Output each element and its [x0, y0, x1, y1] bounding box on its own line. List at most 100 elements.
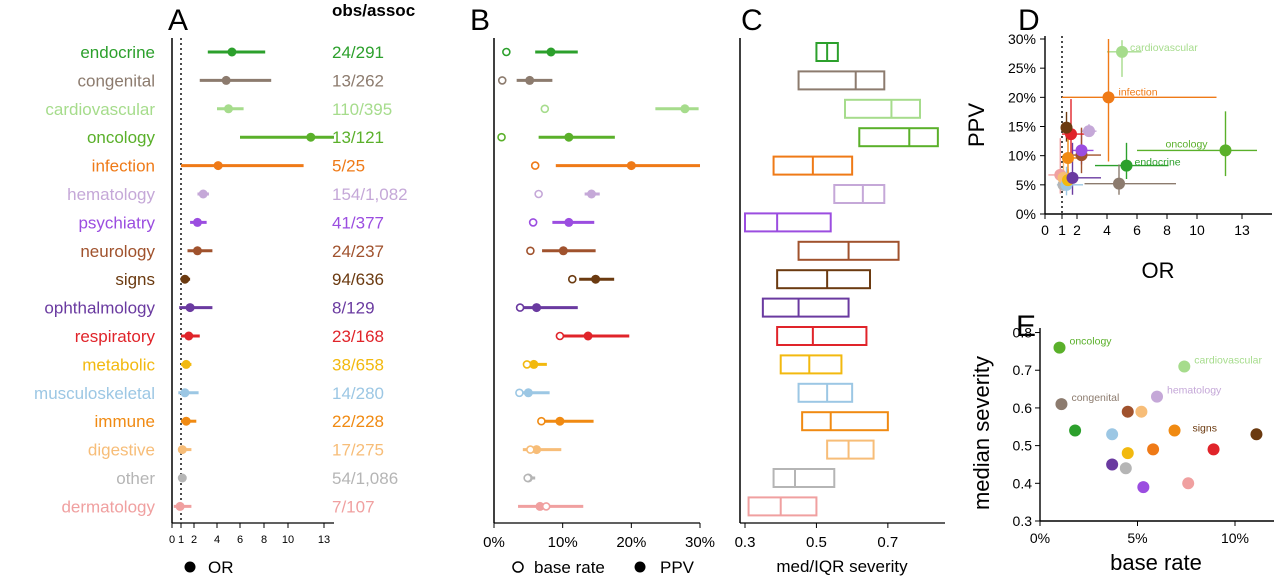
- ppv-point: [583, 331, 593, 341]
- tick-label-a: 1: [178, 534, 184, 546]
- ppv-point: [591, 274, 601, 284]
- tick-label-d-y: 30%: [1008, 31, 1036, 47]
- iqr-box: [772, 468, 836, 488]
- iqr-box: [801, 411, 889, 432]
- tick-label-d-y: 20%: [1008, 89, 1036, 105]
- or-point: [181, 359, 191, 369]
- category-label: endocrine: [80, 43, 155, 62]
- obs-assoc-value: 13/262: [332, 71, 384, 90]
- base-rate-point: [515, 388, 524, 398]
- or-point: [213, 161, 223, 171]
- base-rate-point: [522, 360, 532, 369]
- or-point: [175, 501, 185, 511]
- or-point: [227, 47, 237, 57]
- iqr-box: [826, 439, 875, 460]
- scatter-point-e: [1147, 443, 1160, 456]
- base-rate-point: [497, 76, 507, 85]
- category-label: respiratory: [75, 327, 156, 346]
- ppv-point: [532, 445, 542, 455]
- tick-label-b: 20%: [616, 534, 646, 551]
- axis-label-e-y: median severity: [969, 356, 994, 510]
- scatter-point-e: [1121, 405, 1134, 418]
- or-point: [224, 104, 233, 114]
- point-label-d: cardiovascular: [1130, 42, 1198, 54]
- scatter-point-e: [1178, 360, 1191, 373]
- tick-label-e-y: 0.5: [1013, 438, 1033, 454]
- scatter-point-e: [1207, 443, 1220, 456]
- category-label: hematology: [67, 185, 155, 204]
- category-label: digestive: [88, 441, 155, 460]
- base-rate-point: [526, 246, 535, 256]
- scatter-point-e: [1250, 428, 1263, 441]
- iqr-box: [797, 70, 886, 91]
- scatter-point-e: [1106, 428, 1119, 441]
- or-point: [180, 274, 190, 284]
- ppv-point: [523, 388, 533, 398]
- tick-label-e-y: 0.3: [1013, 513, 1033, 529]
- tick-label-e-x: 10%: [1221, 530, 1249, 546]
- scatter-point-d: [1219, 144, 1232, 157]
- point-label-e: congenital: [1071, 392, 1119, 404]
- point-label-e: cardiovascular: [1194, 354, 1262, 366]
- scatter-point-e: [1151, 390, 1163, 403]
- category-label: other: [116, 469, 155, 488]
- base-rate-point: [528, 218, 538, 227]
- scatter-point-d: [1113, 177, 1125, 190]
- tick-label-a: 0: [169, 534, 175, 546]
- ppv-point: [535, 501, 545, 511]
- scatter-point-d: [1102, 91, 1115, 104]
- axis-label-c-x: med/IQR severity: [776, 557, 908, 576]
- scatter-point-d: [1120, 159, 1133, 172]
- base-rate-point: [530, 161, 540, 170]
- iqr-box: [858, 127, 939, 148]
- tick-label-a: 13: [318, 534, 330, 546]
- tick-label-c: 0.3: [735, 534, 756, 551]
- ppv-point: [546, 47, 556, 57]
- point-label-e: signs: [1192, 422, 1217, 434]
- panel-label-d: D: [1018, 4, 1040, 37]
- scatter-point-d: [1060, 121, 1073, 134]
- or-point: [177, 473, 187, 483]
- panel-label-a: A: [168, 4, 188, 37]
- base-rate-point: [534, 189, 543, 199]
- panel-label-c: C: [741, 4, 763, 37]
- base-rate-point: [526, 445, 535, 454]
- point-label-e: hematology: [1167, 385, 1222, 397]
- tick-label-b: 10%: [548, 534, 578, 551]
- obs-assoc-value: 110/395: [332, 100, 392, 119]
- category-label: cardiovascular: [45, 100, 155, 119]
- tick-label-d-y: 5%: [1016, 177, 1036, 193]
- or-point: [184, 331, 194, 341]
- base-rate-point: [537, 416, 546, 426]
- tick-label-a: 6: [237, 534, 243, 546]
- scatter-point-e: [1055, 398, 1068, 411]
- scatter-point-d: [1075, 144, 1088, 157]
- legend-ppv-label: PPV: [660, 558, 695, 577]
- tick-label-d-x: 13: [1234, 222, 1250, 238]
- ppv-point: [564, 132, 574, 142]
- tick-label-d-y: 25%: [1008, 60, 1036, 76]
- iqr-box: [761, 297, 850, 318]
- axis-label-d-y: PPV: [964, 103, 989, 147]
- scatter-point-d: [1066, 171, 1079, 184]
- or-point: [177, 445, 187, 455]
- or-point: [180, 388, 190, 398]
- scatter-point-e: [1069, 424, 1082, 437]
- or-point: [185, 303, 195, 313]
- category-label: immune: [95, 412, 155, 431]
- obs-assoc-value: 17/275: [332, 441, 384, 460]
- tick-label-e-y: 0.7: [1013, 362, 1033, 378]
- or-point: [192, 246, 202, 256]
- panel-label-e: E: [1016, 310, 1036, 343]
- obs-assoc-value: 8/129: [332, 299, 375, 318]
- scatter-point-d: [1116, 45, 1128, 58]
- obs-assoc-value: 23/168: [332, 327, 384, 346]
- scatter-point-e: [1168, 424, 1181, 437]
- legend-base-rate-label: base rate: [534, 558, 605, 577]
- point-label-e: oncology: [1070, 336, 1113, 348]
- or-point: [306, 132, 316, 142]
- point-label-d: oncology: [1166, 138, 1209, 150]
- base-rate-point: [540, 104, 550, 114]
- tick-label-d-x: 4: [1103, 222, 1111, 238]
- iqr-box: [776, 326, 868, 346]
